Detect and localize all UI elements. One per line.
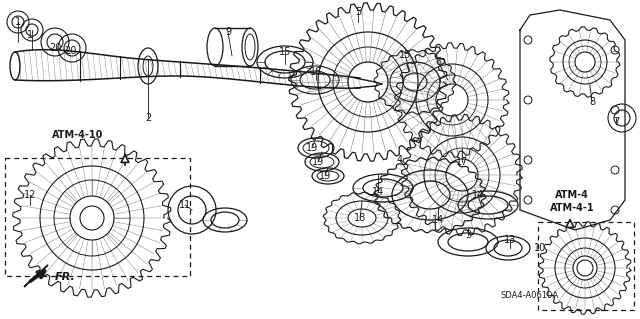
Text: SDA4-A0610A: SDA4-A0610A — [501, 291, 559, 300]
Text: 9: 9 — [225, 27, 231, 37]
Text: 6: 6 — [435, 57, 441, 67]
Text: 2: 2 — [145, 113, 151, 123]
Text: ATM-4: ATM-4 — [555, 190, 589, 200]
Text: 11: 11 — [179, 200, 191, 210]
Text: 14: 14 — [372, 187, 384, 197]
Text: 14: 14 — [432, 215, 444, 225]
Text: 20: 20 — [49, 43, 61, 53]
Text: 17: 17 — [456, 157, 468, 167]
Text: 13: 13 — [504, 235, 516, 245]
Text: 1: 1 — [27, 30, 33, 40]
Text: 18: 18 — [354, 213, 366, 223]
Text: 19: 19 — [319, 171, 331, 181]
Text: 15: 15 — [399, 50, 411, 60]
Text: 12: 12 — [24, 190, 36, 200]
Text: 3: 3 — [465, 230, 471, 240]
Text: 16: 16 — [310, 67, 322, 77]
Text: 7: 7 — [613, 117, 619, 127]
Text: ATM-4-10: ATM-4-10 — [52, 130, 104, 140]
Text: 14: 14 — [472, 190, 484, 200]
Text: 15: 15 — [279, 47, 291, 57]
Text: 19: 19 — [312, 157, 324, 167]
Text: 19: 19 — [306, 143, 318, 153]
Text: 10: 10 — [534, 243, 546, 253]
Text: 1: 1 — [15, 17, 21, 27]
Text: FR.: FR. — [55, 272, 76, 282]
Text: 20: 20 — [64, 46, 76, 56]
Text: 4: 4 — [397, 155, 403, 165]
Text: 5: 5 — [355, 7, 361, 17]
Text: 8: 8 — [589, 97, 595, 107]
Text: ATM-4-1: ATM-4-1 — [550, 203, 595, 213]
Polygon shape — [24, 265, 48, 287]
